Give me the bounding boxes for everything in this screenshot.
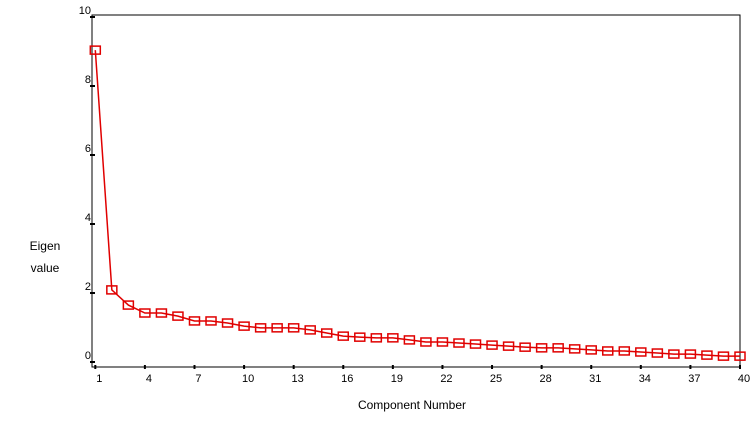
data-point — [387, 333, 399, 343]
data-point — [221, 318, 234, 328]
series-line — [94, 50, 740, 357]
x-axis-label: Component Number — [358, 398, 466, 412]
data-point — [717, 351, 730, 361]
x-tick-label: 31 — [589, 373, 601, 385]
x-tick-label: 16 — [341, 373, 353, 385]
y-tick-label: 6 — [85, 143, 91, 155]
x-tick-label: 34 — [639, 373, 651, 385]
data-point — [337, 331, 350, 341]
data-point — [469, 339, 482, 349]
data-point — [304, 325, 316, 335]
data-point — [139, 308, 151, 318]
y-axis-label: Eigen — [30, 239, 61, 253]
data-point — [188, 316, 201, 326]
data-point — [502, 341, 515, 351]
x-tick-label: 25 — [490, 373, 502, 385]
plot-frame — [91, 14, 741, 368]
x-tick-label: 13 — [292, 373, 304, 385]
data-point — [535, 343, 548, 353]
data-point — [354, 332, 366, 342]
data-point — [585, 345, 597, 355]
data-point — [89, 45, 102, 55]
data-point — [254, 323, 267, 333]
data-point — [420, 337, 432, 347]
data-point — [238, 321, 250, 331]
data-point — [436, 337, 449, 347]
data-point — [370, 333, 383, 343]
data-point — [320, 328, 333, 338]
data-point — [486, 340, 498, 350]
x-tick-label: 1 — [96, 373, 102, 385]
data-point — [552, 343, 564, 353]
data-point — [453, 338, 465, 348]
data-point — [519, 342, 531, 352]
x-tick-label: 40 — [738, 373, 750, 385]
x-tick-label: 4 — [146, 373, 152, 385]
y-tick-label: 0 — [85, 350, 91, 362]
data-point — [403, 335, 416, 345]
data-point — [668, 349, 680, 359]
data-point — [271, 323, 283, 333]
x-tick-label: 19 — [391, 373, 403, 385]
y-tick-label: 2 — [85, 281, 91, 293]
x-tick-label: 10 — [242, 373, 254, 385]
data-point — [287, 323, 300, 333]
y-tick-label: 10 — [79, 5, 91, 17]
x-tick-label: 7 — [195, 373, 201, 385]
data-point — [205, 316, 217, 326]
data-point — [172, 311, 184, 321]
x-tick-label: 22 — [440, 373, 452, 385]
x-tick-label: 37 — [688, 373, 700, 385]
data-point — [602, 346, 614, 356]
data-point — [734, 351, 746, 361]
data-point — [684, 349, 697, 359]
data-point — [618, 346, 631, 356]
data-point — [106, 285, 118, 295]
y-tick-label: 4 — [85, 212, 91, 224]
data-point — [651, 348, 664, 358]
data-point — [568, 344, 581, 354]
data-point — [701, 350, 713, 360]
data-point — [122, 300, 135, 310]
x-tick-label: 28 — [540, 373, 552, 385]
y-tick-label: 8 — [85, 74, 91, 86]
data-point — [635, 347, 647, 357]
data-point — [155, 308, 168, 318]
y-axis-label: value — [31, 261, 60, 275]
